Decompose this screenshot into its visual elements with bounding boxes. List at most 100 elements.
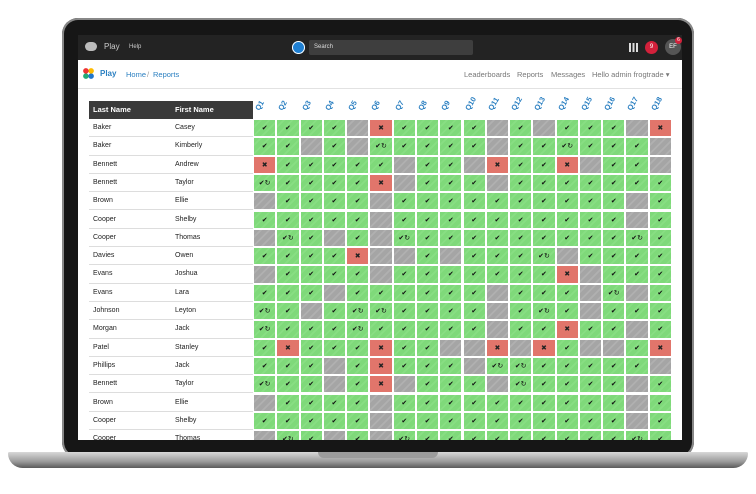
answer-cell[interactable]: ✔ [392,265,416,284]
answer-cell[interactable]: ✔ [509,192,533,211]
answer-cell[interactable] [532,119,556,138]
answer-cell[interactable]: ✔ [299,393,323,412]
notification-badge[interactable]: 9 [645,41,658,54]
answer-cell[interactable]: ✔ [276,283,300,302]
answer-cell[interactable]: ✔ [462,173,486,193]
question-header[interactable]: Q10 [462,95,478,112]
question-header[interactable]: Q3 [299,98,313,112]
answer-cell[interactable]: ✔ [392,393,416,412]
logo[interactable] [82,67,95,80]
answer-cell[interactable]: ✔ [415,356,440,376]
search-box[interactable] [309,40,473,55]
answer-cell[interactable]: ✔ [322,173,347,193]
answer-cell[interactable]: ✔ [485,210,510,229]
answer-cell[interactable]: ✔ [462,302,486,321]
answer-cell[interactable] [439,247,463,266]
answer-cell[interactable]: ✔ [462,283,486,302]
answer-cell[interactable]: ✔ [555,430,579,440]
answer-cell[interactable]: ✔ [625,356,649,376]
answer-cell[interactable]: ✔ [299,430,323,440]
question-header[interactable]: Q5 [346,98,360,112]
answer-cell[interactable] [253,192,277,211]
answer-cell[interactable]: ✔↻ [369,302,393,321]
answer-cell[interactable]: ✔ [602,137,626,156]
crumb-home[interactable]: Home [126,70,147,79]
answer-cell[interactable]: ✔ [276,320,300,339]
answer-cell[interactable]: ✔↻ [392,430,416,440]
answer-cell[interactable]: ✔ [462,430,486,440]
answer-cell[interactable]: ✖ [555,320,579,339]
answer-cell[interactable]: ✔ [509,430,533,440]
answer-cell[interactable]: ✔ [439,302,463,321]
answer-cell[interactable]: ✔↻ [625,228,649,248]
answer-cell[interactable]: ✔ [322,302,347,321]
answer-cell[interactable]: ✔ [322,320,347,339]
answer-cell[interactable] [485,320,510,339]
answer-cell[interactable]: ✔ [462,411,486,431]
question-header[interactable]: Q9 [439,98,453,112]
answer-cell[interactable]: ✔ [648,393,672,412]
answer-cell[interactable]: ✔ [253,137,277,156]
answer-cell[interactable]: ✔ [648,173,672,193]
answer-cell[interactable]: ✔ [625,265,649,284]
answer-cell[interactable]: ✖ [648,338,672,357]
answer-cell[interactable]: ✔ [299,320,323,339]
answer-cell[interactable]: ✔ [369,320,393,339]
answer-cell[interactable]: ✔ [392,302,416,321]
question-header[interactable]: Q12 [509,95,525,112]
answer-cell[interactable] [392,173,416,193]
answer-cell[interactable]: ✔↻ [392,228,416,248]
answer-cell[interactable]: ✔ [346,411,370,431]
answer-cell[interactable]: ✔ [578,411,603,431]
answer-cell[interactable] [648,155,672,174]
answer-cell[interactable]: ✖ [485,155,510,174]
answer-cell[interactable]: ✔ [276,375,300,394]
answer-cell[interactable]: ✔ [299,119,323,138]
answer-cell[interactable]: ✔ [462,210,486,229]
answer-cell[interactable]: ✖ [369,173,393,193]
answer-cell[interactable]: ✖ [369,375,393,394]
answer-cell[interactable]: ✔ [625,155,649,174]
answer-cell[interactable]: ✔ [299,375,323,394]
answer-cell[interactable]: ✔ [485,228,510,248]
answer-cell[interactable]: ✔ [509,393,533,412]
answer-cell[interactable] [648,137,672,156]
app-name[interactable]: Play [104,42,120,51]
answer-cell[interactable]: ✔ [578,320,603,339]
answer-cell[interactable]: ✔ [439,430,463,440]
answer-cell[interactable]: ✔ [532,393,556,412]
answer-cell[interactable]: ✔ [532,320,556,339]
answer-cell[interactable] [485,173,510,193]
answer-cell[interactable]: ✔ [392,356,416,376]
answer-cell[interactable]: ✔ [555,393,579,412]
answer-cell[interactable]: ✔ [392,320,416,339]
answer-cell[interactable]: ✔ [532,155,556,174]
answer-cell[interactable]: ✔ [602,119,626,138]
answer-cell[interactable]: ✔ [369,283,393,302]
answer-cell[interactable]: ✔ [299,247,323,266]
answer-cell[interactable] [578,338,603,357]
answer-cell[interactable] [369,411,393,431]
answer-cell[interactable]: ✔ [462,247,486,266]
answer-cell[interactable]: ✔ [415,155,440,174]
answer-cell[interactable] [578,155,603,174]
answer-cell[interactable]: ✔ [299,356,323,376]
answer-cell[interactable]: ✔↻ [509,356,533,376]
answer-cell[interactable]: ✔ [555,228,579,248]
answer-cell[interactable]: ✔ [322,155,347,174]
answer-cell[interactable]: ✔ [346,265,370,284]
answer-cell[interactable]: ✔ [648,430,672,440]
answer-cell[interactable]: ✔ [439,119,463,138]
answer-cell[interactable]: ✔ [415,302,440,321]
answer-cell[interactable]: ✔ [648,375,672,394]
answer-cell[interactable]: ✔ [439,393,463,412]
answer-cell[interactable]: ✔ [602,320,626,339]
answer-cell[interactable]: ✔ [625,247,649,266]
answer-cell[interactable]: ✔ [578,210,603,229]
answer-cell[interactable]: ✔ [578,119,603,138]
answer-cell[interactable]: ✔ [602,192,626,211]
question-header[interactable]: Q4 [323,98,336,112]
answer-cell[interactable]: ✔ [555,283,579,302]
answer-cell[interactable]: ✔ [346,375,370,394]
answer-cell[interactable]: ✔ [555,210,579,229]
